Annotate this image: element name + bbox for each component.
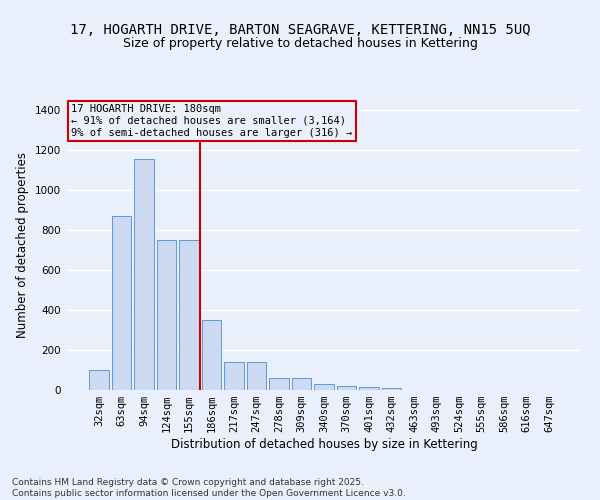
Bar [179, 240, 199, 390]
Bar [269, 378, 289, 390]
Bar [337, 386, 356, 390]
Y-axis label: Number of detached properties: Number of detached properties [16, 152, 29, 338]
Text: Contains HM Land Registry data © Crown copyright and database right 2025.
Contai: Contains HM Land Registry data © Crown c… [12, 478, 406, 498]
Bar [112, 216, 131, 390]
Text: 17, HOGARTH DRIVE, BARTON SEAGRAVE, KETTERING, NN15 5UQ: 17, HOGARTH DRIVE, BARTON SEAGRAVE, KETT… [70, 22, 530, 36]
Text: 17 HOGARTH DRIVE: 180sqm
← 91% of detached houses are smaller (3,164)
9% of semi: 17 HOGARTH DRIVE: 180sqm ← 91% of detach… [71, 104, 352, 138]
Bar [89, 370, 109, 390]
Bar [224, 362, 244, 390]
Bar [157, 240, 176, 390]
X-axis label: Distribution of detached houses by size in Kettering: Distribution of detached houses by size … [170, 438, 478, 451]
Bar [202, 320, 221, 390]
Bar [314, 384, 334, 390]
Text: Size of property relative to detached houses in Kettering: Size of property relative to detached ho… [122, 38, 478, 51]
Bar [359, 387, 379, 390]
Bar [247, 362, 266, 390]
Bar [292, 378, 311, 390]
Bar [134, 159, 154, 390]
Bar [382, 388, 401, 390]
